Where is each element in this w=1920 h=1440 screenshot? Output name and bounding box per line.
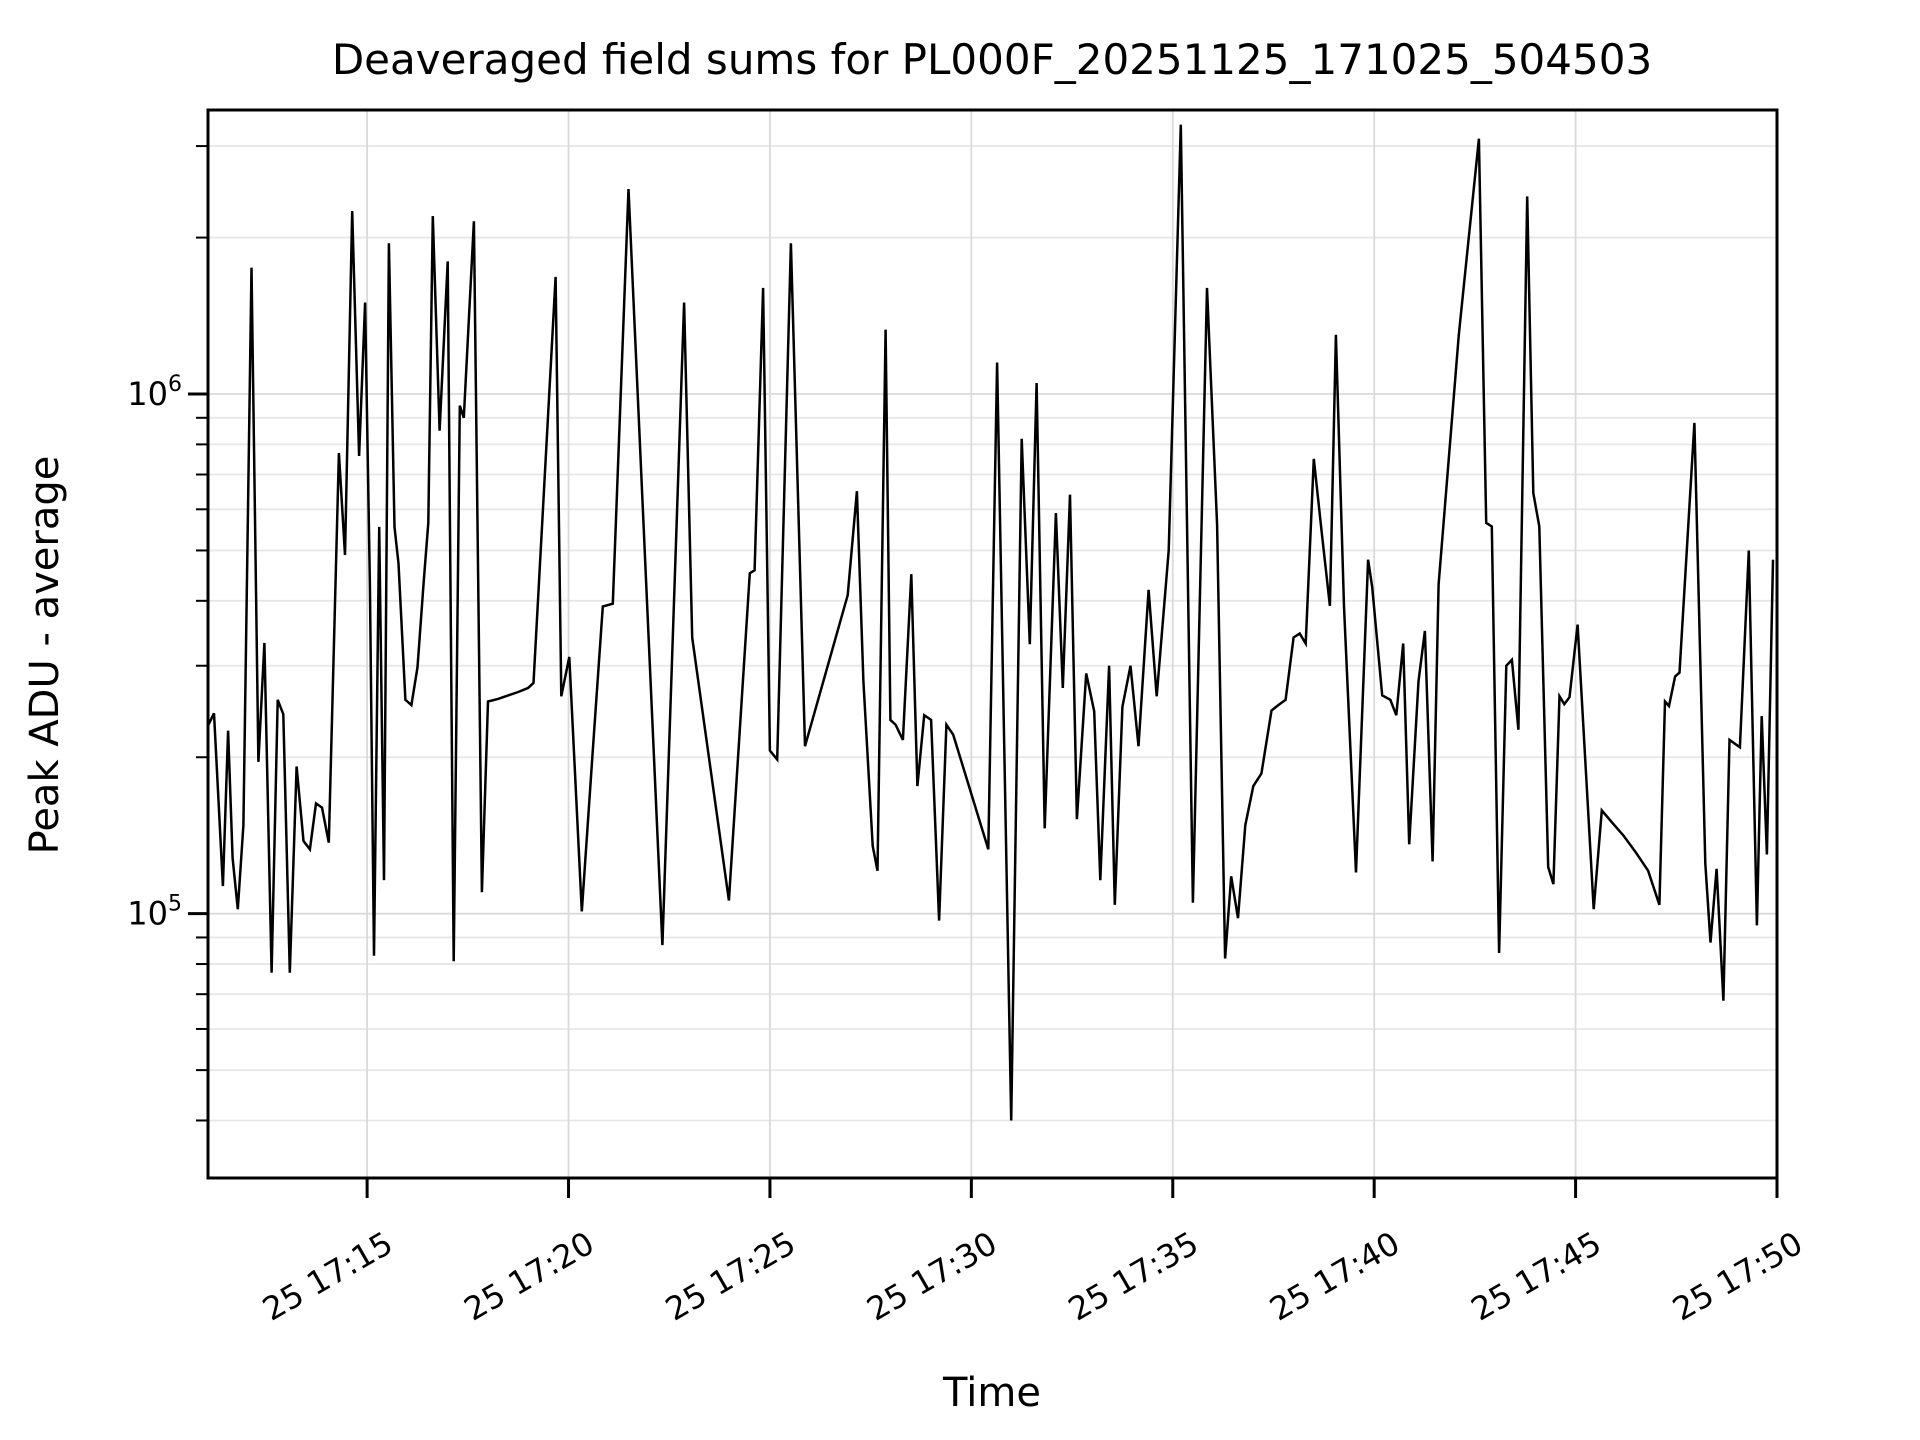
x-tick-label: 25 17:35 [1062,1224,1205,1328]
x-tick-label: 25 17:20 [458,1224,601,1328]
x-tick-label: 25 17:50 [1666,1224,1809,1328]
grid-minor [208,145,1777,1122]
x-tick-label: 25 17:45 [1465,1224,1608,1328]
chart-title: Deaveraged field sums for PL000F_2025112… [332,35,1652,84]
x-tick-label: 25 17:40 [1263,1224,1406,1328]
x-axis-label: Time [942,1370,1041,1416]
y-tick-label: 106 [127,372,182,413]
y-tick-label: 105 [127,892,182,933]
plot-border [206,108,1779,1180]
x-tick-label: 25 17:30 [860,1224,1003,1328]
data-line [208,124,1775,1121]
axes-layer [188,108,1779,1198]
data-series-layer [208,124,1775,1121]
tick-labels-layer: 105 106 25 17:15 25 17:20 25 17:25 25 17:30 25… [127,372,1809,1328]
x-tick-label: 25 17:25 [659,1224,802,1328]
x-tick-label: 25 17:15 [256,1224,399,1328]
y-axis-label: Peak ADU - average [22,456,68,855]
